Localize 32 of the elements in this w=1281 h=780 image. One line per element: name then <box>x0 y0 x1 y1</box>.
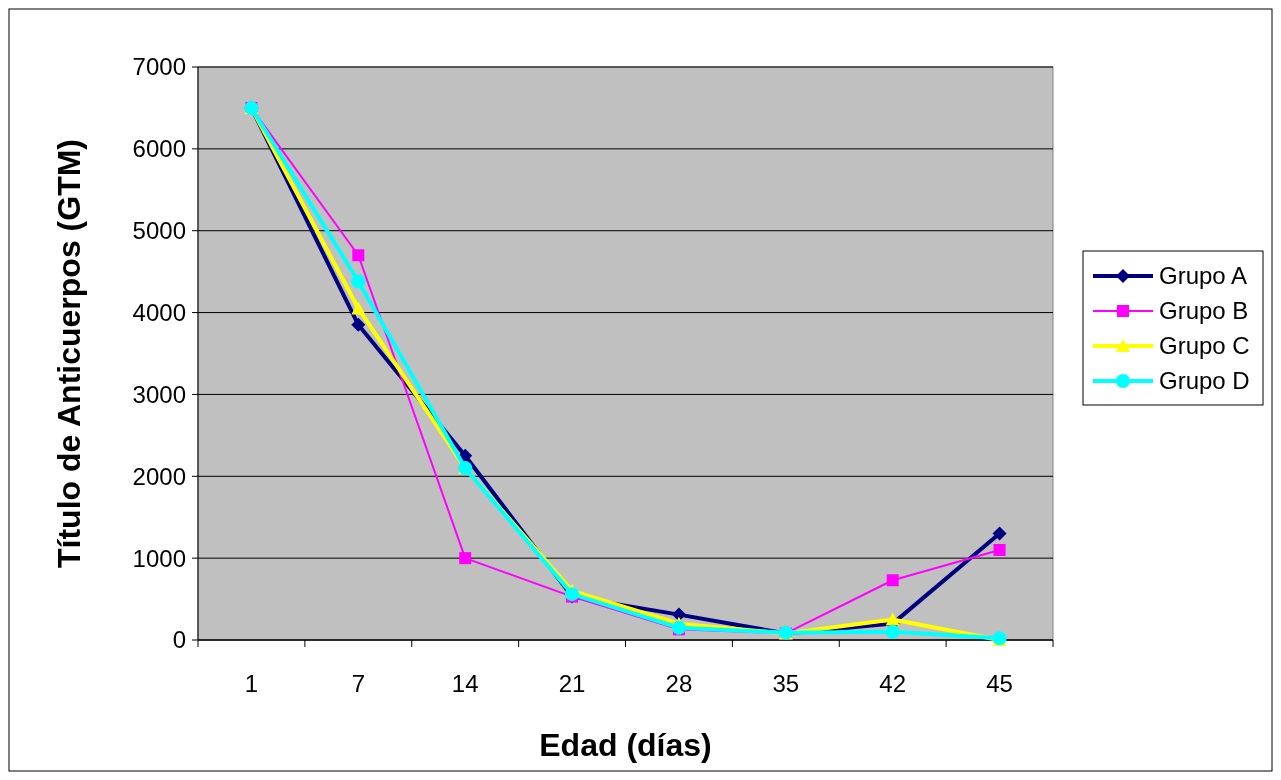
point <box>885 624 900 639</box>
x-axis-title: Edad (días) <box>539 727 712 763</box>
y-tick-label: 2000 <box>132 462 186 490</box>
x-tick-label: 21 <box>558 670 586 697</box>
point <box>886 574 899 587</box>
point <box>993 543 1006 556</box>
y-tick-label: 7000 <box>132 53 186 81</box>
x-tick-label: 28 <box>665 670 693 697</box>
x-tick-label: 1 <box>244 670 259 697</box>
y-tick-label: 3000 <box>132 380 186 408</box>
point <box>351 301 366 315</box>
y-tick-label: 5000 <box>132 217 186 245</box>
point <box>992 526 1007 541</box>
x-tick-label: 45 <box>986 670 1013 697</box>
x-tick-label: 35 <box>772 670 800 697</box>
y-tick-label: 1000 <box>132 544 186 572</box>
y-tick-label: 6000 <box>132 135 186 163</box>
point <box>885 612 900 626</box>
x-tick-label: 7 <box>351 670 365 697</box>
x-tick-label: 14 <box>451 670 479 697</box>
y-tick-label: 0 <box>172 626 186 654</box>
y-axis-title: Título de Anticuerpos (GTM) <box>51 139 87 568</box>
legend-label: Grupo A <box>1159 262 1248 290</box>
point <box>459 552 472 565</box>
point <box>352 249 365 262</box>
x-tick-label: 42 <box>879 670 907 697</box>
y-tick-label: 4000 <box>132 298 186 326</box>
legend-label: Grupo B <box>1159 297 1249 325</box>
legend-label: Grupo C <box>1159 332 1250 360</box>
point <box>351 274 366 289</box>
legend-label: Grupo D <box>1159 367 1250 395</box>
point <box>351 317 366 332</box>
